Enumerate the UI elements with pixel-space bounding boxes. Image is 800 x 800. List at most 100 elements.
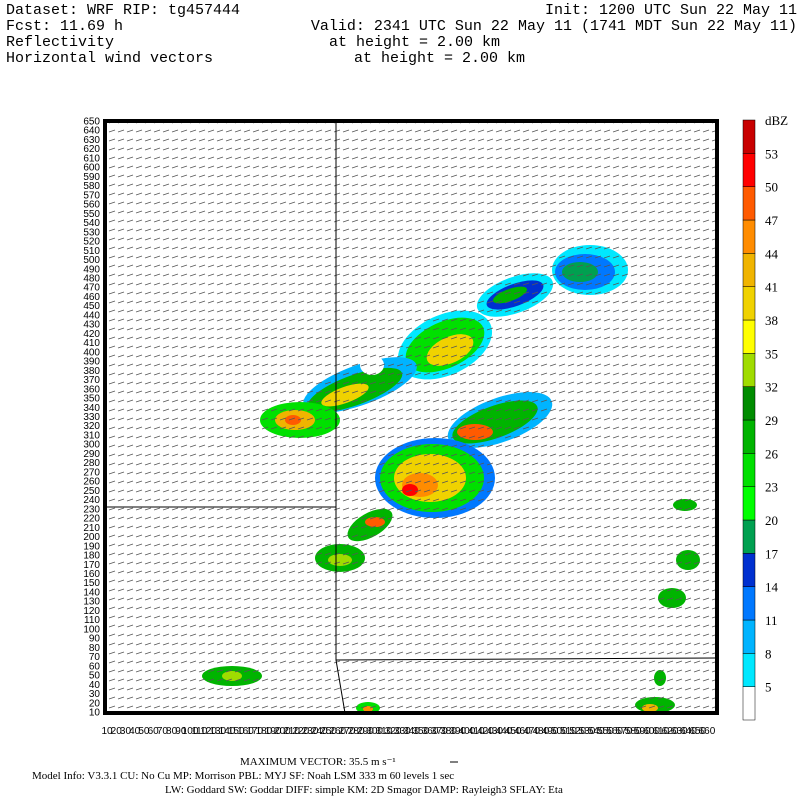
x-tick-label: 340 [403,726,420,737]
x-tick-label: 590 [634,726,651,737]
colorbar-label: 17 [765,546,779,561]
y-tick-label: 170 [83,560,100,571]
x-tick-label: 600 [643,726,660,737]
x-tick-label: 240 [311,726,328,737]
y-tick-label: 370 [83,375,100,386]
colorbar-label: 41 [765,280,778,295]
y-tick-label: 160 [83,569,100,580]
colorbar-swatch [742,319,756,354]
colorbar-label: 38 [765,313,778,328]
x-tick-label: 480 [532,726,549,737]
colorbar-label: 35 [765,346,778,361]
x-tick-label: 210 [283,726,300,737]
colorbar-swatch [742,219,756,254]
x-tick-label: 360 [422,726,439,737]
x-tick-label: 460 [514,726,531,737]
footer-line: Model Info: V3.3.1 CU: No Cu MP: Morriso… [32,770,454,782]
y-tick-label: 270 [83,467,100,478]
x-tick-label: 390 [449,726,466,737]
colorbar-label: 8 [765,646,772,661]
x-tick-label: 250 [320,726,337,737]
y-tick-label: 510 [83,246,100,257]
y-tick-label: 190 [83,541,100,552]
y-tick-label: 560 [83,200,100,211]
y-tick-label: 340 [83,403,100,414]
y-tick-label: 130 [83,597,100,608]
x-tick-label: 160 [237,726,254,737]
y-tick-label: 390 [83,357,100,368]
y-tick-label: 250 [83,486,100,497]
y-tick-label: 100 [83,624,100,635]
colorbar-swatch [742,486,756,521]
y-tick-label: 310 [83,430,100,441]
colorbar-label: 44 [765,246,779,261]
colorbar-swatch [742,153,756,187]
x-tick-label: 280 [348,726,365,737]
x-tick-label: 440 [496,726,513,737]
y-tick-label: 590 [83,172,100,183]
x-tick-label: 50 [138,726,150,737]
y-tick-label: 60 [89,661,101,672]
x-tick-label: 80 [166,726,178,737]
colorbar-swatch [742,653,756,687]
y-tick-label: 530 [83,227,100,238]
colorbar-label: 50 [765,180,778,195]
colorbar-label: 26 [765,446,779,461]
y-tick-label: 240 [83,495,100,506]
y-tick-label: 300 [83,440,100,451]
y-tick-label: 220 [83,514,100,525]
y-tick-label: 410 [83,338,100,349]
y-tick-label: 180 [83,551,100,562]
x-tick-label: 570 [616,726,633,737]
y-tick-label: 20 [89,698,101,709]
y-tick-label: 360 [83,384,100,395]
y-tick-label: 260 [83,477,100,488]
header-left: Horizontal wind vectors [6,50,213,67]
x-tick-label: 260 [329,726,346,737]
colorbar-swatch [742,253,756,287]
y-tick-label: 400 [83,347,100,358]
x-tick-label: 500 [551,726,568,737]
y-tick-label: 110 [84,615,100,626]
y-tick-label: 490 [83,264,100,275]
x-tick-label: 230 [302,726,319,737]
x-tick-label: 450 [505,726,522,737]
y-tick-label: 550 [83,209,100,220]
x-tick-label: 380 [440,726,457,737]
x-tick-label: 580 [625,726,642,737]
y-tick-label: 290 [83,449,100,460]
reflectivity-field [105,121,717,713]
x-tick-label: 190 [265,726,282,737]
colorbar-label: 14 [765,580,779,595]
x-tick-label: 180 [256,726,273,737]
x-tick-label: 170 [246,726,263,737]
x-tick-label: 420 [477,726,494,737]
x-tick-label: 20 [111,726,123,737]
colorbar-swatch [742,453,756,487]
x-tick-label: 70 [157,726,169,737]
colorbar-swatch [742,686,756,721]
x-tick-label: 540 [588,726,605,737]
y-tick-label: 570 [83,190,100,201]
y-tick-label: 480 [83,273,100,284]
x-tick-label: 520 [569,726,586,737]
x-tick-label: 30 [120,726,132,737]
x-tick-label: 110 [191,726,207,737]
x-tick-label: 400 [459,726,476,737]
y-tick-label: 380 [83,366,100,377]
x-tick-label: 200 [274,726,291,737]
y-tick-label: 230 [83,504,100,515]
x-tick-label: 220 [292,726,309,737]
x-tick-label: 90 [175,726,187,737]
y-tick-label: 200 [83,532,100,543]
y-tick-label: 90 [89,634,101,645]
y-tick-label: 450 [83,301,100,312]
colorbar-label: 53 [765,146,778,161]
colorbar-label: 29 [765,413,778,428]
y-tick-label: 650 [83,117,100,128]
x-tick-label: 290 [357,726,374,737]
x-tick-label: 560 [606,726,623,737]
y-tick-label: 330 [83,412,100,423]
